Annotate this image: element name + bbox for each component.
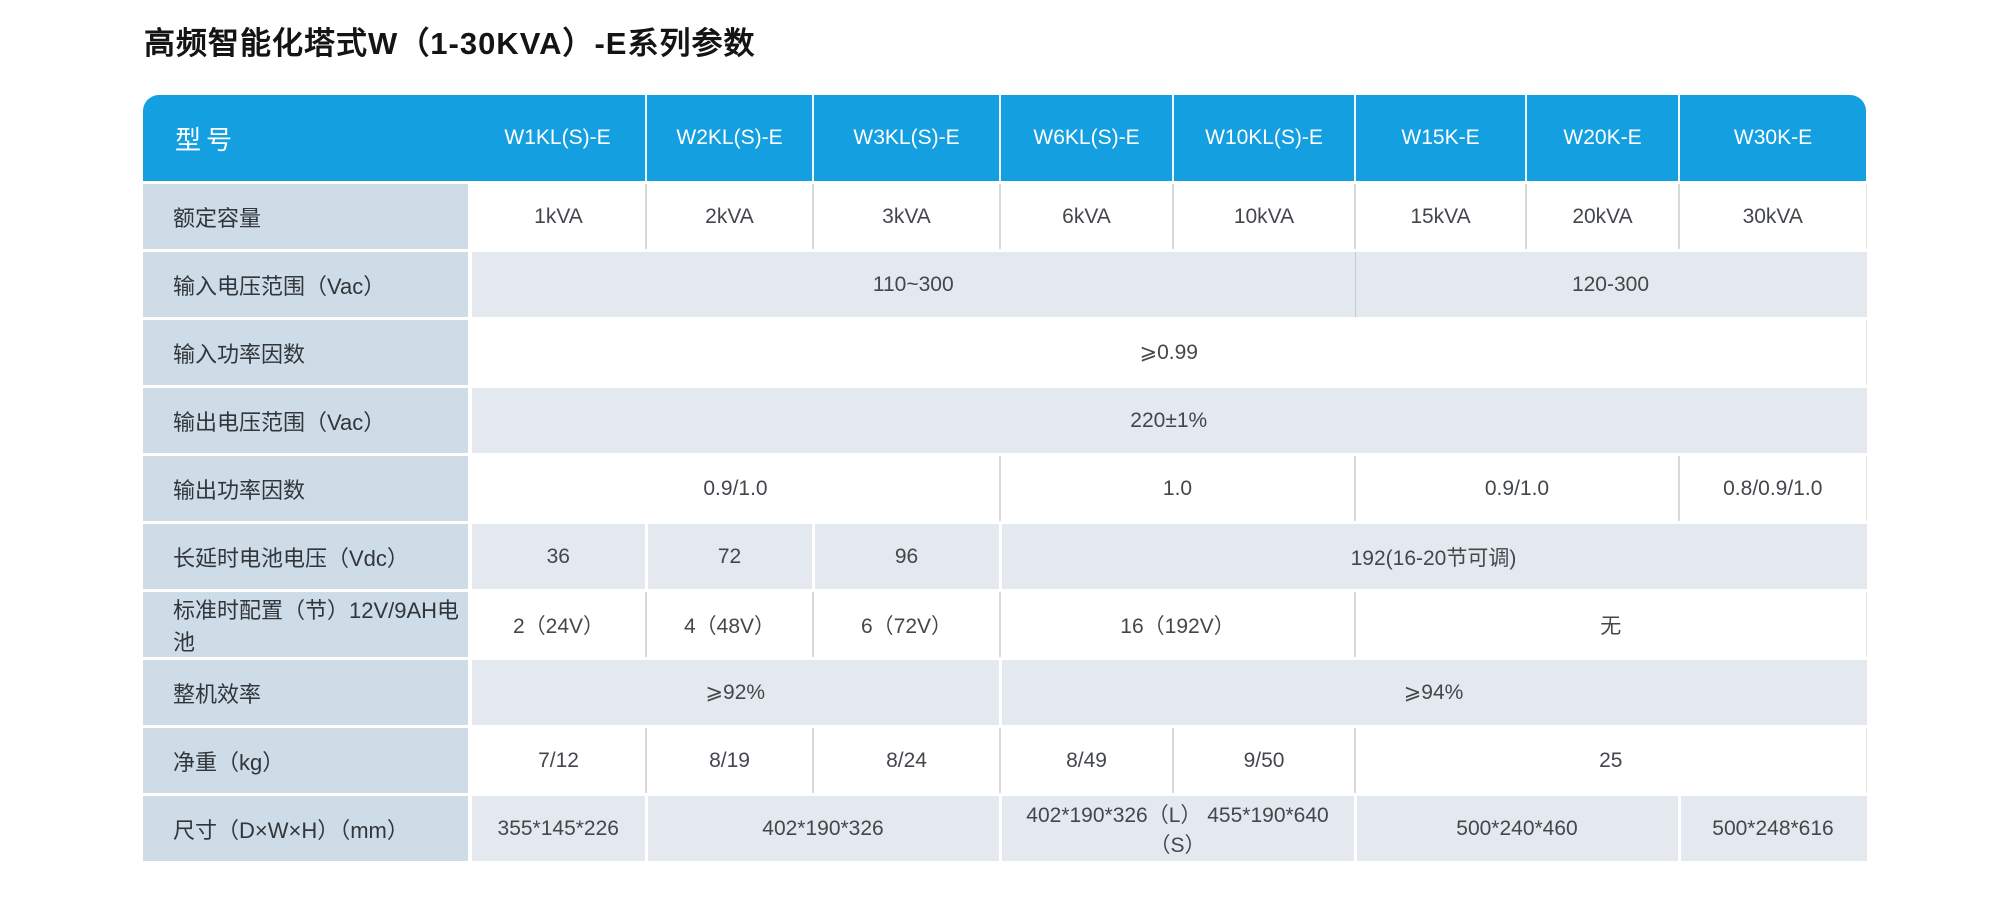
spec-value-cell: ⩾94%	[998, 657, 1867, 727]
spec-value-cell: 9/50	[1172, 725, 1355, 795]
spec-value-cell: 402*190*326	[644, 793, 1000, 861]
spec-value-cell: 110~300	[470, 249, 1355, 319]
spec-value-cell: 10kVA	[1172, 181, 1355, 251]
table-row-long-backup-battery-voltage: 长延时电池电压（Vdc） 36 72 96 192(16-20节可调)	[143, 521, 1867, 591]
table-row-output-power-factor: 输出功率因数 0.9/1.0 1.0 0.9/1.0 0.8/0.9/1.0	[143, 453, 1867, 523]
row-label: 输出功率因数	[143, 453, 472, 523]
spec-value-cell: 0.9/1.0	[1354, 453, 1679, 523]
column-header-model: W20K-E	[1525, 95, 1679, 183]
header-row: 型号 W1KL(S)-E W2KL(S)-E W3KL(S)-E W6KL(S)…	[143, 95, 1866, 183]
spec-value-cell: 500*240*460	[1353, 793, 1679, 861]
column-header-model: W30K-E	[1678, 95, 1866, 183]
table-row-dimensions: 尺寸（D×W×H）（mm） 355*145*226 402*190*326 40…	[143, 793, 1867, 861]
table-row-rated-capacity: 额定容量 1kVA 2kVA 3kVA 6kVA 10kVA 15kVA 20k…	[143, 181, 1867, 251]
column-header-model: W15K-E	[1354, 95, 1526, 183]
column-header-model: W10KL(S)-E	[1172, 95, 1355, 183]
column-header-model: W3KL(S)-E	[812, 95, 1000, 183]
row-label: 输出电压范围（Vac）	[143, 385, 472, 455]
spec-value-cell: 1.0	[999, 453, 1355, 523]
column-header-model: W1KL(S)-E	[470, 95, 646, 183]
corner-header-model-label: 型号	[143, 95, 470, 183]
row-label: 输入电压范围（Vac）	[143, 249, 472, 319]
row-label: 标准时配置（节）12V/9AH电池	[143, 589, 472, 659]
spec-value-cell: 4（48V）	[645, 589, 813, 659]
row-label: 长延时电池电压（Vdc）	[143, 521, 472, 591]
spec-value-cell: ⩾92%	[470, 657, 1000, 727]
row-label: 整机效率	[143, 657, 472, 727]
spec-value-cell: 25	[1354, 725, 1867, 795]
spec-value-cell: 500*248*616	[1677, 793, 1867, 861]
spec-value-cell: 36	[470, 521, 646, 591]
table-row-standard-battery-config: 标准时配置（节）12V/9AH电池 2（24V） 4（48V） 6（72V） 1…	[143, 589, 1867, 659]
spec-value-cell: 402*190*326（L） 455*190*640（S）	[998, 793, 1355, 861]
spec-value-cell: 120-300	[1354, 249, 1867, 319]
row-label: 尺寸（D×W×H）（mm）	[143, 793, 472, 861]
spec-value-cell: 8/24	[812, 725, 1000, 795]
spec-value-cell: 无	[1354, 589, 1867, 659]
spec-value-cell: 8/19	[645, 725, 813, 795]
spec-value-cell: 96	[811, 521, 1000, 591]
page-title: 高频智能化塔式W（1-30KVA）-E系列参数	[144, 26, 756, 61]
table-row-input-power-factor: 输入功率因数 ⩾0.99	[143, 317, 1867, 387]
spec-value-cell: 355*145*226	[470, 793, 646, 861]
spec-value-cell: 16（192V）	[999, 589, 1355, 659]
table-header: 型号 W1KL(S)-E W2KL(S)-E W3KL(S)-E W6KL(S)…	[143, 95, 1866, 183]
table-row-overall-efficiency: 整机效率 ⩾92% ⩾94%	[143, 657, 1867, 727]
row-label: 输入功率因数	[143, 317, 472, 387]
spec-value-cell: 6kVA	[999, 181, 1173, 251]
spec-value-cell: 20kVA	[1525, 181, 1679, 251]
table-row-output-voltage-range: 输出电压范围（Vac） 220±1%	[143, 385, 1867, 455]
spec-value-cell: 0.9/1.0	[470, 453, 1000, 523]
spec-value-cell: 30kVA	[1678, 181, 1867, 251]
spec-value-cell: 15kVA	[1354, 181, 1526, 251]
spec-value-cell: 6（72V）	[812, 589, 1000, 659]
spec-value-cell: 2（24V）	[470, 589, 646, 659]
spec-value-cell: 0.8/0.9/1.0	[1678, 453, 1867, 523]
row-label: 净重（kg）	[143, 725, 472, 795]
spec-value-cell: 3kVA	[812, 181, 1000, 251]
spec-value-cell: 220±1%	[470, 385, 1867, 455]
spec-table: 型号 W1KL(S)-E W2KL(S)-E W3KL(S)-E W6KL(S)…	[143, 95, 1867, 861]
spec-value-cell: 72	[644, 521, 813, 591]
spec-value-cell: ⩾0.99	[470, 317, 1867, 387]
spec-value-cell: 1kVA	[470, 181, 646, 251]
table-row-input-voltage-range: 输入电压范围（Vac） 110~300 120-300	[143, 249, 1867, 319]
column-header-model: W2KL(S)-E	[645, 95, 813, 183]
spec-value-cell: 2kVA	[645, 181, 813, 251]
table-row-net-weight: 净重（kg） 7/12 8/19 8/24 8/49 9/50 25	[143, 725, 1867, 795]
spec-value-cell: 7/12	[470, 725, 646, 795]
column-header-model: W6KL(S)-E	[999, 95, 1173, 183]
spec-value-cell: 192(16-20节可调)	[998, 521, 1867, 591]
row-label: 额定容量	[143, 181, 472, 251]
spec-value-cell: 8/49	[999, 725, 1173, 795]
